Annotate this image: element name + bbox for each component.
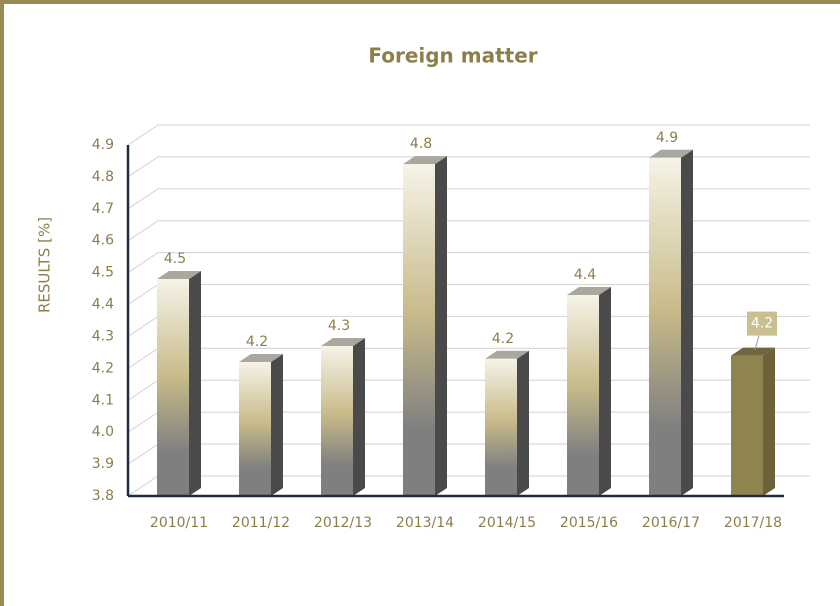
bar-side	[189, 271, 201, 496]
grid-line	[127, 220, 810, 242]
grid-line	[127, 124, 810, 146]
label-box	[747, 311, 777, 336]
y-tick-label: 4.4	[92, 297, 114, 313]
x-tick-label: 2016/17	[642, 515, 700, 531]
bar-top	[485, 350, 529, 359]
bar-side	[517, 350, 529, 496]
bar	[485, 358, 517, 496]
bar	[157, 279, 189, 496]
y-axis-label: RESULTS [%]	[36, 217, 54, 313]
bar-top	[403, 156, 447, 165]
grid-line	[127, 156, 810, 178]
data-label: 4.2	[751, 316, 773, 332]
y-tick-label: 3.9	[92, 456, 114, 472]
grid-line	[127, 411, 810, 433]
bar-side	[599, 286, 611, 496]
grid-line	[127, 347, 810, 369]
x-tick-label: 2017/18	[724, 515, 782, 531]
bar-side	[681, 149, 693, 496]
bar-side	[271, 353, 283, 496]
bar-side	[763, 347, 775, 496]
data-label: 4.5	[164, 251, 186, 267]
bar-top	[157, 271, 201, 280]
y-tick-label: 4.1	[92, 392, 114, 408]
x-tick-label: 2011/12	[232, 515, 290, 531]
x-tick-label: 2012/13	[314, 515, 372, 531]
data-label: 4.2	[492, 331, 514, 347]
bar-top	[649, 149, 693, 158]
bar-top	[567, 286, 611, 295]
y-tick-label: 4.5	[92, 265, 114, 281]
bar-top	[731, 347, 775, 356]
data-label: 4.4	[574, 267, 596, 283]
grid-line	[127, 475, 810, 497]
bar-side	[435, 156, 447, 497]
grid-line	[127, 283, 810, 306]
y-tick-label: 4.8	[92, 169, 114, 185]
y-tick-label: 4.0	[92, 424, 114, 440]
bar-top	[239, 353, 283, 362]
y-tick-label: 4.3	[92, 328, 114, 344]
label-leader	[754, 335, 760, 350]
bar	[567, 294, 599, 496]
y-tick-label: 4.2	[92, 360, 114, 376]
grid-line	[127, 315, 810, 337]
bar	[239, 361, 271, 496]
x-tick-label: 2010/11	[150, 515, 208, 531]
x-tick-label: 2015/16	[560, 515, 618, 531]
bar-side	[353, 338, 365, 496]
grid-line	[127, 379, 810, 401]
x-tick-label: 2013/14	[396, 515, 454, 531]
x-tick-label: 2014/15	[478, 515, 536, 531]
bar-top	[321, 338, 365, 347]
data-label: 4.9	[656, 130, 678, 146]
data-label: 4.3	[328, 318, 350, 334]
y-tick-label: 4.9	[92, 137, 114, 153]
y-tick-label: 4.7	[92, 201, 114, 217]
bar	[403, 164, 435, 497]
grid-line	[127, 443, 810, 465]
bar	[731, 355, 763, 496]
data-label: 4.8	[410, 136, 432, 152]
y-tick-label: 4.6	[92, 233, 114, 249]
chart-title: Foreign matter	[368, 44, 537, 68]
data-label: 4.2	[246, 334, 268, 350]
grid-line	[127, 252, 810, 274]
y-tick-label: 3.8	[92, 488, 114, 504]
bar	[321, 346, 353, 496]
grid-line	[127, 188, 810, 210]
bar	[649, 157, 681, 496]
